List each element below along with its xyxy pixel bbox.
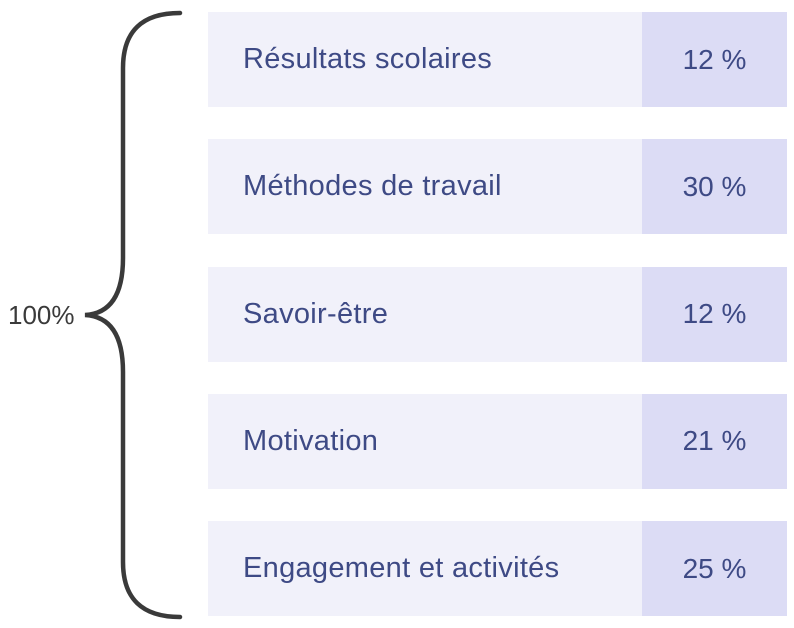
- category-label: Motivation: [243, 424, 379, 457]
- category-row-savoir-etre: Savoir-être 12 %: [208, 266, 787, 362]
- total-percentage-label: 100%: [8, 299, 75, 330]
- category-rows: Résultats scolaires 12 % Méthodes de tra…: [208, 12, 787, 617]
- category-label: Résultats scolaires: [243, 43, 493, 75]
- category-percentage: 12 %: [642, 12, 787, 107]
- curly-brace-icon: [84, 10, 183, 620]
- category-percentage: 30 %: [642, 139, 787, 235]
- category-row-methodes-de-travail: Méthodes de travail 30 %: [208, 139, 787, 235]
- category-percentage: 21 %: [642, 393, 787, 489]
- category-percentage: 12 %: [642, 266, 787, 362]
- category-label: Méthodes de travail: [243, 170, 502, 203]
- category-label: Engagement et activités: [243, 552, 560, 585]
- category-row-engagement-et-activites: Engagement et activités 25 %: [208, 521, 787, 617]
- category-percentage: 25 %: [642, 521, 787, 617]
- category-row-resultats-scolaires: Résultats scolaires 12 %: [208, 12, 787, 107]
- category-row-motivation: Motivation 21 %: [208, 393, 787, 489]
- category-label: Savoir-être: [243, 297, 389, 330]
